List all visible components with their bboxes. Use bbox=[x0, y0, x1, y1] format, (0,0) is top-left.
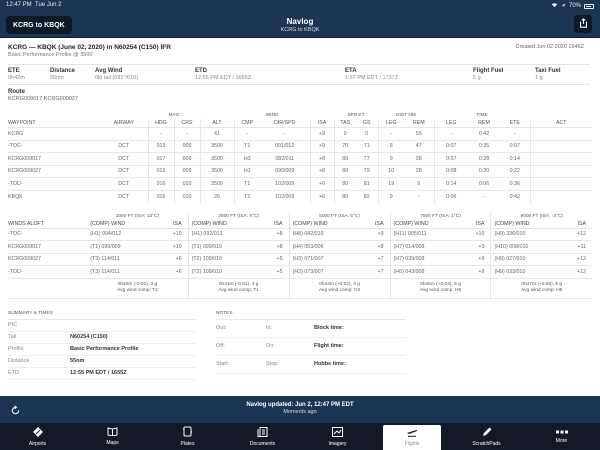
battery-icon bbox=[584, 3, 594, 9]
summary-times-section: SUMMARY & TIMES PIC Tail N60254 (C150) Pr… bbox=[8, 311, 196, 380]
summary-times-row: Distance 55nm bbox=[8, 356, 196, 368]
airport-diamond-icon bbox=[32, 426, 43, 441]
navlog-row: KCRG009027 DCT 015 009 3500 H1 090/009 +8 80… bbox=[8, 164, 592, 178]
status-bar-time: 12:47 PM Tue Jun 2 bbox=[6, 2, 62, 8]
navlog-row: KBQK DCT 016 010 26 T2 102/009 +6 80 82 9- 0:… bbox=[8, 189, 592, 203]
tab-imagery[interactable]: Imagery bbox=[300, 423, 375, 450]
notes-row[interactable]: Start: Stop: Hobbs time: bbox=[216, 356, 406, 374]
tab-scratchpads[interactable]: ScratchPads bbox=[449, 423, 524, 450]
imagery-icon bbox=[332, 426, 343, 441]
share-icon bbox=[579, 15, 588, 33]
summary-times-row: Tail N60254 (C150) bbox=[8, 332, 196, 344]
battery-percent: 70% bbox=[568, 3, 581, 9]
navlog-table: MAG WIND SPD KT DIST NM TIME WAYPOINT AI… bbox=[8, 112, 592, 203]
section-title: SUMMARY & TIMES bbox=[8, 311, 196, 320]
location-arrow-icon bbox=[561, 3, 566, 10]
navlog-content[interactable]: KCRG — KBQK (June 02, 2020) in N60254 (C… bbox=[0, 39, 600, 396]
altitude-summary: 0h40m (-0:01), 3 g Avg wind comp: T2 bbox=[87, 277, 189, 299]
page-title: Navlog bbox=[286, 17, 314, 26]
tab-documents[interactable]: Documents bbox=[225, 423, 300, 450]
plane-takeoff-icon bbox=[406, 428, 418, 441]
update-relative-time: Moments ago bbox=[283, 409, 317, 415]
back-button[interactable]: KCRG to KBQK bbox=[6, 16, 72, 34]
actual-time-cell[interactable] bbox=[529, 152, 592, 165]
section-title: NOTES bbox=[216, 311, 406, 320]
winds-altitude-header: 1000 FT (ISA: 13°C) 3000 FT (ISA: 9°C) 5… bbox=[8, 212, 592, 220]
actual-time-cell[interactable] bbox=[529, 177, 592, 190]
altitude-summary: 0h47m (+0:05), 5 g Avg wind comp: H8 bbox=[490, 277, 592, 299]
flight-summary: ETE 0h42m Distance 55nm Avg Wind 0kt tai… bbox=[8, 64, 590, 85]
summary-times-row: PIC bbox=[8, 320, 196, 332]
documents-icon bbox=[257, 426, 268, 441]
summary-avg-wind: Avg Wind 0kt tail (091°/010) bbox=[95, 68, 139, 81]
winds-column-header: WINDS ALOFT (COMP) WIND ISA (COMP) WIND IS… bbox=[8, 219, 586, 228]
winds-row: KCRG009027 (T3) 114/011 +6 (T2) 109/010 +5… bbox=[8, 252, 592, 266]
winds-aloft-table: 1000 FT (ISA: 13°C) 3000 FT (ISA: 9°C) 5… bbox=[8, 212, 592, 299]
winds-row: KCRG009017 (T1) 099/009 +10 (T1) 099/010 +… bbox=[8, 240, 592, 253]
bottom-tab-bar: Airports Maps Plates Documents Imagery F… bbox=[0, 423, 600, 450]
summary-times-row: Profile Basic Performance Profile bbox=[8, 344, 196, 356]
actual-time-cell[interactable] bbox=[529, 164, 592, 178]
notes-row[interactable]: Off: On: Flight time: bbox=[216, 338, 406, 356]
altitude-summary: 0h44m (+0:02), 4 g Avg wind comp: H2 bbox=[288, 277, 391, 299]
navlog-group-header: MAG WIND SPD KT DIST NM TIME bbox=[168, 113, 488, 118]
summary-taxi-fuel: Taxi Fuel 1 g bbox=[535, 68, 561, 81]
altitude-summary: 0h46m (+0:04), 5 g Avg wind comp: H5 bbox=[389, 277, 491, 299]
profile-line: Basic Performance Profile @ 3500' bbox=[8, 52, 94, 58]
refresh-icon[interactable] bbox=[10, 403, 21, 421]
summary-ete: ETE 0h42m bbox=[8, 68, 25, 81]
route-section: Route KCRG009017 KCRG009027 bbox=[8, 89, 592, 102]
update-status: Navlog updated: Jun 2, 12:47 PM EDT bbox=[246, 402, 354, 408]
summary-flight-fuel: Flight Fuel 5 g bbox=[473, 68, 504, 81]
navlog-column-header: WAYPOINT AIRWAY HDG CRS ALT CMP DIR/SPD … bbox=[8, 119, 592, 128]
winds-row: -TOC- (H1) 094/012 +10 (H1) 092/013 +8 (H8… bbox=[8, 227, 592, 241]
notes-section: NOTES Out: In: Block time: Off: On: Flight t… bbox=[216, 311, 406, 380]
more-dots-icon bbox=[555, 430, 568, 438]
actual-time-cell[interactable] bbox=[529, 189, 592, 203]
route-value: KCRG009017 KCRG009027 bbox=[8, 96, 79, 102]
tab-maps[interactable]: Maps bbox=[75, 423, 150, 450]
page-title-group: Navlog KCRG to KBQK bbox=[0, 17, 600, 33]
plates-icon bbox=[183, 426, 192, 441]
notes-row[interactable]: Out: In: Block time: bbox=[216, 320, 406, 338]
top-navigation-bar: 12:47 PM Tue Jun 2 70% KCRG to KBQK Navl… bbox=[0, 0, 600, 38]
actual-time-cell[interactable] bbox=[529, 127, 592, 140]
summary-distance: Distance 55nm bbox=[50, 68, 76, 81]
status-bar-right: 70% bbox=[551, 2, 594, 10]
map-book-icon bbox=[107, 427, 118, 440]
flight-title: KCRG — KBQK (June 02, 2020) in N60254 (C… bbox=[8, 44, 171, 51]
share-button[interactable] bbox=[574, 15, 592, 33]
navlog-update-bar: Navlog updated: Jun 2, 12:47 PM EDT Mome… bbox=[0, 396, 600, 423]
summary-eta: ETA 1:37 PM EDT / 1737Z bbox=[345, 68, 399, 81]
page-subtitle: KCRG to KBQK bbox=[280, 27, 320, 33]
summary-etd: ETD 12:55 PM EDT / 1655Z bbox=[195, 68, 252, 81]
summary-times-row: ETD 12:55 PM EDT / 1655Z bbox=[8, 368, 196, 380]
tab-more[interactable]: More bbox=[524, 423, 599, 450]
pencil-icon bbox=[482, 427, 492, 441]
navlog-row: KCRG009017 DCT 017 009 3500 H3 082/011 +8 80… bbox=[8, 152, 592, 165]
altitude-summary: 0h41m (-0:01), 4 g Avg wind comp: T1 bbox=[187, 277, 290, 299]
winds-footer-row: 0h40m (-0:01), 3 g Avg wind comp: T2 0h41… bbox=[8, 277, 592, 299]
created-timestamp: Created Jun 02 2020 1646Z bbox=[515, 44, 585, 50]
winds-row: -TOD- (T3) 114/011 +6 (T2) 109/010 +5 (H3)… bbox=[8, 265, 592, 278]
tab-plates[interactable]: Plates bbox=[150, 423, 225, 450]
navlog-row: -TOD- DCT 016 010 3500 T1 102/009 +6 80 81 19… bbox=[8, 177, 592, 190]
actual-time-cell[interactable] bbox=[529, 139, 592, 153]
tab-airports[interactable]: Airports bbox=[0, 423, 75, 450]
wifi-icon bbox=[551, 2, 558, 10]
tab-flights[interactable]: Flights bbox=[383, 425, 441, 450]
